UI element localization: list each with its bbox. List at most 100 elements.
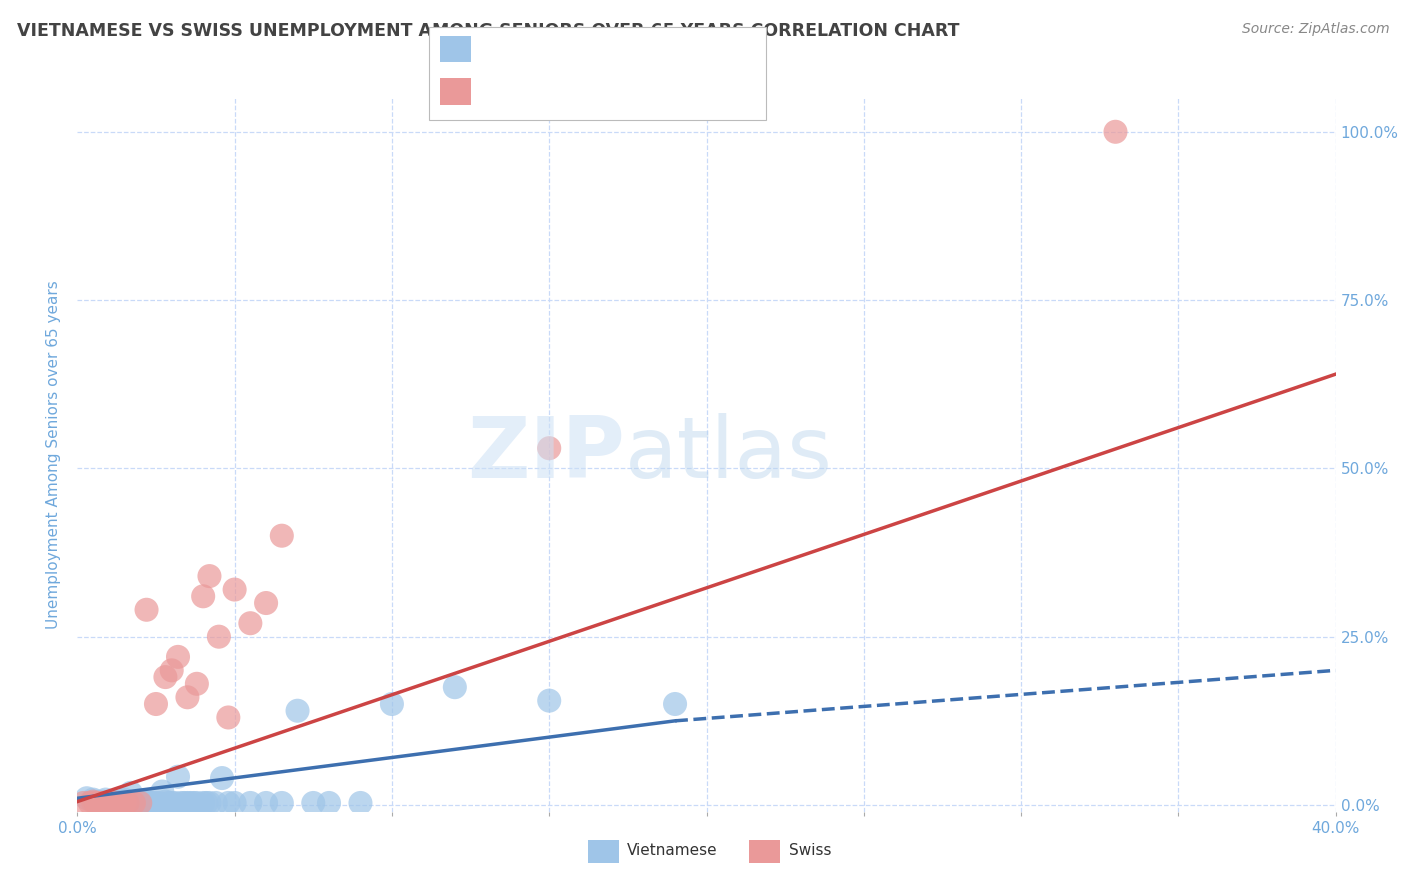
Point — [318, 796, 340, 810]
Point — [142, 796, 165, 810]
Point — [444, 680, 467, 694]
Point — [163, 796, 186, 810]
Point — [110, 796, 132, 810]
Point — [91, 795, 114, 809]
Point — [82, 792, 104, 806]
Point — [97, 796, 120, 810]
Text: ZIP: ZIP — [467, 413, 624, 497]
Point — [254, 796, 277, 810]
Point — [173, 796, 195, 810]
Point — [101, 796, 124, 810]
Point — [160, 664, 183, 678]
Point — [287, 704, 309, 718]
Text: VIETNAMESE VS SWISS UNEMPLOYMENT AMONG SENIORS OVER 65 YEARS CORRELATION CHART: VIETNAMESE VS SWISS UNEMPLOYMENT AMONG S… — [17, 22, 959, 40]
Point — [122, 796, 145, 810]
Point — [191, 589, 215, 603]
Point — [186, 796, 208, 810]
Point — [217, 796, 239, 810]
Point — [217, 710, 239, 724]
Point — [84, 796, 107, 810]
Point — [170, 796, 193, 810]
Point — [538, 693, 561, 707]
Point — [110, 796, 132, 810]
Point — [176, 796, 198, 810]
Point — [167, 770, 190, 784]
Point — [145, 796, 167, 810]
Point — [195, 796, 218, 810]
Point — [127, 796, 149, 810]
Text: R = 0.305: R = 0.305 — [479, 43, 567, 61]
Point — [176, 690, 198, 705]
Point — [107, 796, 129, 810]
Text: N = 33: N = 33 — [637, 83, 697, 101]
Point — [224, 582, 246, 597]
Point — [239, 796, 262, 810]
Point — [135, 603, 157, 617]
Point — [129, 796, 152, 810]
Point — [138, 796, 160, 810]
Point — [101, 795, 124, 809]
Point — [122, 795, 145, 809]
Point — [120, 786, 142, 800]
Point — [114, 795, 136, 809]
Point — [132, 796, 155, 810]
Point — [129, 796, 152, 810]
Text: R = 0.674: R = 0.674 — [479, 83, 567, 101]
Point — [211, 771, 233, 785]
Point — [381, 697, 404, 711]
Point — [224, 796, 246, 810]
Point — [183, 796, 205, 810]
Text: Vietnamese: Vietnamese — [627, 843, 717, 857]
Point — [1104, 125, 1126, 139]
Point — [107, 795, 129, 809]
Point — [254, 596, 277, 610]
Text: atlas: atlas — [624, 413, 832, 497]
Point — [114, 796, 136, 810]
Point — [191, 796, 215, 810]
Point — [97, 796, 120, 810]
Point — [104, 795, 127, 809]
Point — [167, 649, 190, 664]
Point — [150, 784, 173, 798]
Text: Swiss: Swiss — [789, 843, 831, 857]
Point — [186, 677, 208, 691]
Point — [148, 796, 170, 810]
Point — [135, 796, 157, 810]
Point — [135, 795, 157, 809]
Point — [198, 796, 221, 810]
Point — [204, 796, 226, 810]
Point — [94, 792, 117, 806]
Point — [79, 796, 101, 810]
Point — [89, 796, 111, 810]
Point — [104, 796, 127, 810]
Point — [664, 697, 686, 711]
Point — [160, 796, 183, 810]
Point — [349, 796, 371, 810]
Point — [239, 616, 262, 631]
Point — [76, 791, 98, 805]
Point — [72, 796, 94, 810]
Point — [114, 792, 136, 806]
Point — [538, 441, 561, 455]
Point — [94, 796, 117, 810]
Point — [270, 529, 292, 543]
Point — [89, 796, 111, 810]
Text: N = 57: N = 57 — [637, 43, 697, 61]
Point — [302, 796, 325, 810]
Point — [145, 697, 167, 711]
Point — [82, 795, 104, 809]
Text: Source: ZipAtlas.com: Source: ZipAtlas.com — [1241, 22, 1389, 37]
Point — [180, 796, 202, 810]
Point — [117, 796, 139, 810]
Point — [198, 569, 221, 583]
Y-axis label: Unemployment Among Seniors over 65 years: Unemployment Among Seniors over 65 years — [46, 281, 62, 629]
Point — [155, 795, 177, 809]
Point — [157, 796, 180, 810]
Point — [104, 796, 127, 810]
Point — [122, 796, 145, 810]
Point — [117, 795, 139, 809]
Point — [91, 796, 114, 810]
Point — [84, 795, 107, 809]
Point — [208, 630, 231, 644]
Point — [270, 796, 292, 810]
